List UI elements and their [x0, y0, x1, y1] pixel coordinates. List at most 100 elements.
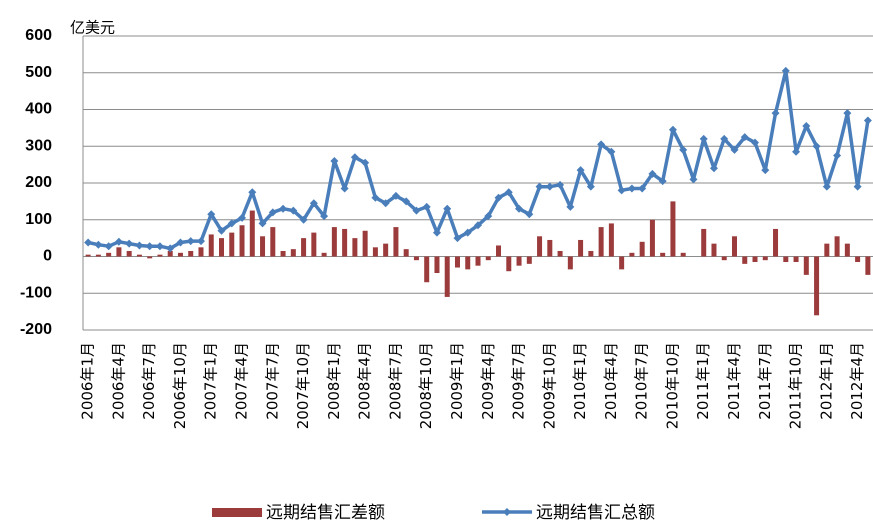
x-tick-label: 2006年10月 — [171, 342, 189, 429]
bar — [352, 238, 358, 257]
y-tick-label: 200 — [25, 174, 52, 191]
bar — [424, 256, 430, 283]
x-tick-label: 2011年7月 — [756, 342, 774, 420]
point — [391, 191, 400, 200]
bar — [95, 254, 101, 257]
y-tick-label: 400 — [25, 101, 52, 118]
bar — [116, 247, 122, 257]
bar — [773, 228, 779, 257]
x-tick-label: 2007年10月 — [294, 342, 312, 429]
bar — [506, 256, 512, 272]
bar — [516, 256, 522, 266]
bar — [219, 238, 225, 257]
point — [617, 186, 626, 195]
point — [648, 169, 657, 178]
bar — [855, 256, 861, 263]
bar — [311, 232, 317, 257]
bar — [608, 223, 614, 257]
x-tick-label: 2011年4月 — [725, 342, 743, 420]
bar — [598, 227, 604, 257]
point — [238, 213, 247, 222]
point — [166, 244, 175, 253]
bar — [208, 234, 214, 257]
legend-label: 远期结售汇差额 — [266, 503, 385, 523]
point — [381, 199, 390, 208]
legend-swatch — [212, 508, 262, 517]
bar — [229, 232, 235, 257]
bar — [136, 254, 142, 257]
bar — [814, 256, 820, 316]
point — [432, 228, 441, 237]
point — [268, 208, 277, 217]
x-tick-label: 2006年1月 — [79, 342, 97, 420]
point — [638, 184, 647, 193]
point — [135, 241, 144, 250]
point — [248, 188, 257, 197]
point — [217, 226, 226, 235]
point — [658, 177, 667, 186]
point — [279, 204, 288, 213]
x-tick-label: 2009年1月 — [448, 342, 466, 420]
y-tick-label: 0 — [43, 248, 52, 265]
point — [545, 182, 554, 191]
point — [802, 122, 811, 131]
x-tick-label: 2009年7月 — [510, 342, 528, 420]
bar — [526, 256, 532, 264]
point — [597, 140, 606, 149]
bar — [496, 245, 502, 257]
x-tick-label: 2011年10月 — [787, 342, 805, 429]
point — [443, 204, 452, 213]
bar — [793, 256, 799, 263]
legend-item: 远期结售汇总额 — [482, 503, 655, 523]
point — [771, 109, 780, 118]
bar — [629, 252, 635, 257]
point — [258, 219, 267, 228]
bar — [742, 256, 748, 264]
bar — [865, 256, 871, 275]
x-tick-label: 2008年10月 — [417, 342, 435, 429]
x-tick-label: 2007年1月 — [202, 342, 220, 420]
point — [576, 166, 585, 175]
x-tick-label: 2010年10月 — [663, 342, 681, 429]
bar — [383, 243, 389, 257]
point — [186, 237, 195, 246]
bar — [454, 256, 460, 268]
bar — [547, 239, 553, 257]
y-unit: 亿美元 — [70, 19, 115, 37]
point — [114, 237, 123, 246]
bar — [126, 250, 132, 257]
legend-marker — [503, 508, 511, 516]
point — [504, 188, 513, 197]
bar — [783, 256, 789, 263]
point — [299, 215, 308, 224]
bar — [362, 230, 368, 257]
bar — [249, 210, 255, 257]
x-tick-label: 2009年10月 — [540, 342, 558, 429]
x-tick-label: 2011年1月 — [694, 342, 712, 420]
point — [402, 197, 411, 206]
x-tick-label: 2010年4月 — [602, 342, 620, 420]
point — [125, 239, 134, 248]
x-tick-label: 2010年1月 — [571, 342, 589, 420]
x-tick-label: 2006年7月 — [140, 342, 158, 420]
point — [751, 138, 760, 147]
bar — [393, 227, 399, 257]
bar — [475, 256, 481, 266]
point — [361, 158, 370, 167]
bar — [239, 225, 245, 257]
point — [484, 212, 493, 221]
y-tick-label: -100 — [20, 284, 52, 301]
point — [843, 109, 852, 118]
point — [792, 147, 801, 156]
point — [535, 182, 544, 191]
bar — [342, 228, 348, 257]
point — [730, 145, 739, 154]
point — [330, 156, 339, 165]
point — [525, 210, 534, 219]
x-tick-label: 2009年4月 — [479, 342, 497, 420]
bar — [701, 228, 707, 257]
y-tick-label: 300 — [25, 137, 52, 154]
bar — [157, 254, 163, 257]
bar — [444, 256, 450, 297]
bar — [280, 250, 286, 257]
